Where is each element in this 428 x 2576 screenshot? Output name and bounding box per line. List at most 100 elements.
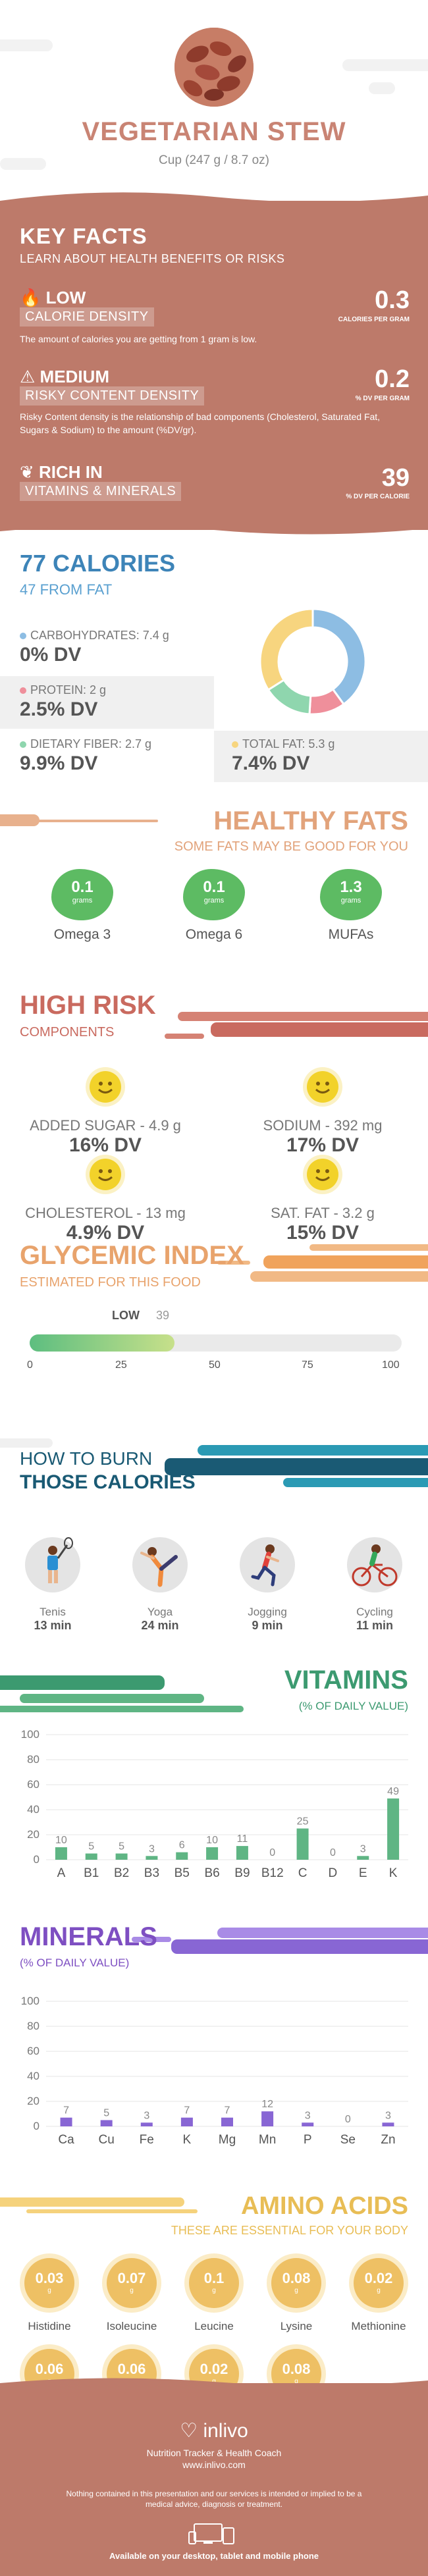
bar-value-label: 7 [63,2105,69,2116]
x-tick-label: B3 [144,1866,159,1880]
tick-label: 75 [302,1359,313,1371]
decor-stripe [0,39,53,51]
risk-name: SAT. FAT - 3.2 g [271,1205,375,1221]
x-tick-label: Ca [58,2133,74,2147]
y-tick-label: 100 [21,1728,40,1741]
risk-dv: 4.9% DV [66,1222,145,1244]
bar-value-label: 7 [184,2105,190,2116]
jogger-icon [240,1537,295,1592]
activity-time: 11 min [356,1619,394,1632]
key-facts-section: KEY FACTS LEARN ABOUT HEALTH BENEFITS OR… [0,192,428,530]
minerals-title: MINERALS [20,1922,157,1951]
bar-value-label: 0 [345,2114,351,2125]
minerals-section: MINERALS (% OF DAILY VALUE) 0 20 40 60 80 100… [0,1922,428,2199]
bar-value-label: 5 [103,2108,109,2119]
footer-available: Available on your desktop, tablet and mo… [109,2551,319,2561]
bar-K [180,2117,193,2126]
footer-disclaimer: Nothing contained in this presentation a… [66,2489,362,2509]
decor-stripe [342,59,428,71]
logo-text: inlivo [203,2420,248,2442]
x-tick-label: K [389,1866,398,1880]
decor-stripe [283,1478,428,1487]
amino-value: 0.08 [282,2270,311,2286]
activity-time: 9 min [252,1619,283,1632]
x-tick-label: Mn [259,2133,276,2147]
amino-unit: g [212,2378,216,2385]
legend-dot [232,741,238,748]
legend-dot [20,633,26,639]
vitamins-section: VITAMINS (% OF DAILY VALUE) 0 20 40 60 80 100… [0,1662,428,1919]
tick-label: 0 [27,1359,33,1371]
highlight-box [214,731,428,782]
fat-name: Omega 3 [53,927,111,942]
activity-name: Jogging [248,1606,287,1618]
decor-stripe [178,1012,428,1021]
decor-stripe [171,1939,428,1954]
amino-name: Histidine [28,2320,71,2332]
smiley-face-icon [307,1159,338,1190]
minerals-subtitle: (% OF DAILY VALUE) [20,1957,130,1969]
risk-name: CHOLESTEROL - 13 mg [25,1205,186,1221]
heart-icon: ♡ [180,2420,198,2442]
activity-tennis: Tenis 13 min [13,1537,92,1633]
amino-title: AMINO ACIDS [240,2192,408,2220]
amino-name: Lysine [280,2320,313,2332]
decor-stripe [0,1675,165,1690]
bar-value-label: 0 [269,1847,275,1858]
wave-decor [0,192,428,213]
bar-Fe [140,2122,153,2126]
x-tick-label: Se [340,2133,356,2147]
bar-B2 [115,1853,128,1860]
footer-url[interactable]: www.inlivo.com [182,2459,246,2470]
bar-P [302,2122,314,2126]
glycemic-level: LOW [112,1309,140,1322]
amino-unit: g [294,2378,298,2385]
fat-omega6: 0.1 grams Omega 6 [168,869,260,943]
y-tick-label: 0 [34,2120,40,2132]
tick-label: 25 [115,1359,127,1371]
amino-name: Methionine [351,2320,406,2332]
x-tick-label: D [329,1866,338,1880]
flame-icon: 🔥 [20,288,41,307]
fat-omega3: 0.1 grams Omega 3 [36,869,128,943]
y-tick-label: 60 [27,1778,40,1791]
y-tick-label: 40 [27,2070,40,2082]
x-tick-label: Fe [140,2133,154,2147]
decor-stripe [0,814,40,826]
nutrient-dv: 0% DV [20,644,82,666]
amino-value: 0.02 [364,2270,393,2286]
bar-A [55,1847,67,1860]
macronutrient-donut-chart [259,608,367,716]
amino-methionine: 0.02 g Methionine [337,2258,420,2333]
activity-time: 24 min [141,1619,179,1632]
y-tick-label: 20 [27,2095,40,2107]
bar-E [357,1856,369,1860]
bar-Mn [261,2111,274,2126]
activity-time: 13 min [34,1619,72,1632]
activity-name: Cycling [356,1606,393,1618]
x-tick-label: P [304,2133,312,2147]
risky-content-unit: % DV PER GRAM [355,395,410,402]
decor-stripe [165,1034,204,1039]
yoga-person-icon [132,1537,188,1592]
high-risk-title: HIGH RISK [20,991,156,1020]
decor-stripe [217,1928,428,1938]
nutrient-carbohydrates: CARBOHYDRATES: 7.4 g 0% DV [20,629,169,666]
calories-from-fat: 47 FROM FAT [20,581,113,598]
amino-badge: 0.1 g [189,2258,239,2308]
key-facts-title: KEY FACTS [20,224,147,248]
vitamins-label: VITAMINS & MINERALS [20,482,182,501]
bar-C [296,1828,309,1860]
level-text: MEDIUM [40,367,109,386]
nutrient-fat: TOTAL FAT: 5.3 g 7.4% DV [232,737,334,775]
bar-value-label: 5 [88,1841,94,1853]
bar-value-label: 3 [149,1843,155,1854]
y-tick-label: 60 [27,2045,40,2057]
calorie-density-desc: The amount of calories you are getting f… [20,334,257,344]
burn-title-1: HOW TO BURN [20,1448,153,1469]
minerals-bar-chart: 0 20 40 60 80 100 7 Ca 5 Cu 3 Fe 7 K 7 Mg 12 Mn 3 P 0 Se 3 Zn [21,1995,408,2147]
bar-value-label: 3 [360,1843,366,1854]
risk-dv: 17% DV [286,1134,360,1156]
inlivo-logo[interactable]: ♡ inlivo [0,2419,428,2442]
level-text: LOW [45,288,86,307]
